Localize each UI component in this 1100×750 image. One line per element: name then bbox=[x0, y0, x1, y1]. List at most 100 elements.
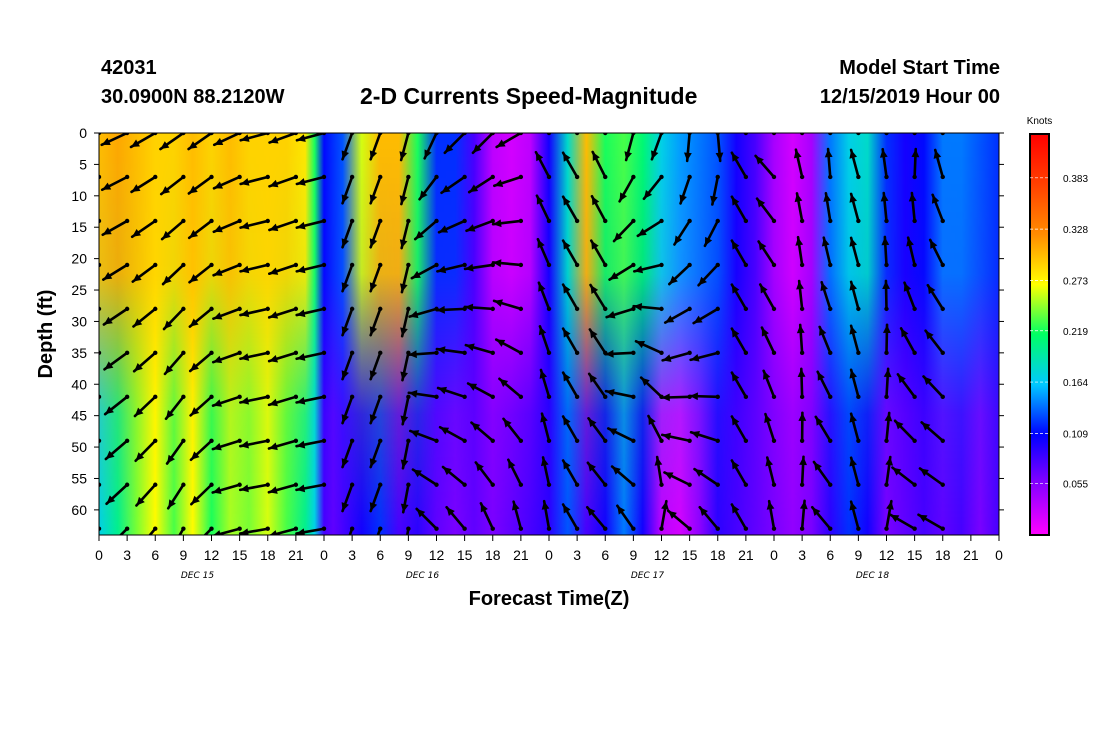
colorbar-tick-label: 0.328 bbox=[1063, 225, 1088, 236]
y-tick-label: 40 bbox=[71, 376, 87, 392]
current-vector bbox=[369, 482, 383, 513]
current-vector bbox=[492, 174, 524, 188]
current-vector bbox=[148, 526, 158, 535]
current-vector bbox=[884, 133, 889, 136]
current-vector bbox=[697, 262, 720, 287]
current-vector bbox=[238, 526, 270, 535]
current-vector bbox=[891, 466, 917, 487]
current-vector bbox=[369, 218, 383, 249]
current-vector bbox=[99, 526, 102, 531]
current-vector bbox=[799, 455, 807, 487]
day-label: DEC 17 bbox=[631, 571, 664, 581]
current-vector bbox=[438, 425, 467, 443]
current-vector bbox=[798, 411, 807, 443]
current-vector bbox=[882, 323, 891, 356]
current-vector bbox=[163, 350, 186, 376]
current-vector bbox=[922, 375, 945, 400]
current-vector bbox=[683, 133, 692, 163]
current-vector bbox=[924, 329, 945, 356]
colorbar-tick-label: 0.273 bbox=[1063, 276, 1088, 287]
current-vector bbox=[920, 421, 945, 443]
y-tick-label: 10 bbox=[71, 188, 87, 204]
current-vector bbox=[418, 174, 439, 201]
current-vector bbox=[589, 239, 608, 268]
current-vector bbox=[541, 499, 552, 531]
current-vector bbox=[187, 174, 214, 195]
current-vector bbox=[211, 482, 242, 495]
current-vector bbox=[341, 350, 355, 381]
current-vector bbox=[239, 262, 270, 274]
x-tick-label: 6 bbox=[826, 547, 834, 563]
current-vector bbox=[757, 240, 777, 268]
current-vector bbox=[498, 377, 524, 400]
current-vector bbox=[502, 417, 524, 443]
current-vector bbox=[663, 471, 692, 487]
x-tick-label: 18 bbox=[935, 547, 951, 563]
model-start-label: Model Start Time bbox=[839, 57, 1000, 79]
current-vector bbox=[689, 430, 720, 443]
current-vector bbox=[492, 299, 524, 312]
current-vector bbox=[135, 482, 158, 507]
x-tick-label: 12 bbox=[429, 547, 445, 563]
current-vector bbox=[400, 394, 411, 426]
current-vector bbox=[710, 174, 720, 206]
current-vector bbox=[463, 303, 495, 312]
x-tick-label: 18 bbox=[710, 547, 726, 563]
current-vector bbox=[534, 150, 552, 180]
current-vector bbox=[799, 499, 808, 531]
current-vector bbox=[814, 415, 833, 443]
current-vector bbox=[341, 438, 355, 469]
current-vector bbox=[268, 133, 299, 144]
current-vector bbox=[511, 500, 524, 531]
current-vector bbox=[911, 147, 920, 180]
current-vector bbox=[239, 174, 270, 186]
current-vector bbox=[730, 151, 749, 180]
current-vector bbox=[295, 218, 327, 230]
current-vector bbox=[884, 499, 894, 531]
current-vector bbox=[561, 459, 580, 487]
day-label: DEC 16 bbox=[406, 571, 439, 581]
colorbar-tick-label: 0.055 bbox=[1063, 480, 1088, 491]
current-vector bbox=[437, 218, 467, 234]
current-vector bbox=[407, 390, 439, 400]
x-tick-label: 3 bbox=[573, 547, 581, 563]
current-vector bbox=[561, 503, 580, 531]
current-vector bbox=[188, 306, 214, 328]
current-vector bbox=[797, 367, 806, 400]
x-tick-label: 9 bbox=[179, 547, 187, 563]
current-vector bbox=[546, 133, 552, 136]
current-vector bbox=[818, 325, 833, 356]
current-vector bbox=[931, 193, 945, 224]
current-vector bbox=[102, 306, 130, 326]
current-vector bbox=[99, 482, 102, 487]
current-vector bbox=[642, 174, 664, 201]
current-vector bbox=[267, 482, 299, 494]
x-tick-label: 3 bbox=[798, 547, 806, 563]
current-vector bbox=[440, 174, 467, 195]
current-vector bbox=[188, 262, 214, 284]
current-vector bbox=[812, 460, 833, 487]
colorbar-tick-label: 0.383 bbox=[1063, 174, 1088, 185]
current-vector bbox=[906, 236, 917, 268]
colorbar: 0.383 0.328 0.273 0.219 0.164 0.109 0.055 bbox=[1029, 133, 1088, 536]
current-vector bbox=[659, 499, 669, 531]
current-vector bbox=[883, 367, 892, 400]
current-vector bbox=[463, 262, 495, 272]
x-tick-label: 9 bbox=[854, 547, 862, 563]
x-tick-label: 9 bbox=[404, 547, 412, 563]
current-vector bbox=[667, 262, 692, 286]
current-vector bbox=[341, 482, 355, 513]
current-vector bbox=[561, 283, 580, 312]
y-tick-label: 0 bbox=[79, 125, 87, 141]
current-vector bbox=[535, 194, 552, 224]
current-vector bbox=[591, 150, 608, 180]
current-vector bbox=[587, 417, 608, 443]
current-vector bbox=[130, 174, 158, 194]
current-vector bbox=[295, 482, 327, 493]
current-vector bbox=[606, 427, 636, 443]
current-vector bbox=[268, 174, 299, 188]
current-vector bbox=[99, 438, 102, 443]
current-vector bbox=[133, 394, 158, 418]
current-vector bbox=[101, 218, 130, 237]
current-vector bbox=[912, 133, 917, 136]
